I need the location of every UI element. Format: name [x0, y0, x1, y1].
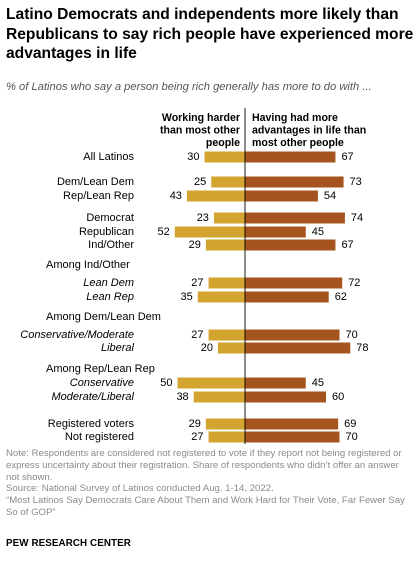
bar-left-5 — [205, 239, 245, 251]
value-left-7: 35 — [181, 291, 193, 303]
value-left-4: 52 — [158, 226, 170, 238]
value-left-3: 23 — [197, 212, 209, 224]
row-label-8: Conservative/Moderate — [20, 329, 134, 341]
bar-left-7 — [197, 291, 245, 303]
row-label-12: Registered voters — [48, 418, 135, 430]
row-label-11: Moderate/Liberal — [51, 391, 134, 403]
value-right-10: 45 — [312, 377, 324, 389]
row-label-7: Lean Rep — [86, 291, 134, 303]
value-right-11: 60 — [332, 391, 344, 403]
bar-left-11 — [193, 391, 245, 403]
bar-left-6 — [208, 277, 245, 289]
bar-left-9 — [218, 342, 245, 354]
value-left-11: 38 — [176, 391, 188, 403]
row-label-10: Conservative — [70, 377, 134, 389]
bar-right-1 — [245, 176, 344, 188]
bar-left-8 — [208, 329, 245, 341]
chart-title: Latino Democrats and independents more l… — [6, 6, 414, 62]
bar-left-0 — [204, 151, 245, 163]
legend-left-line-1: than most other — [160, 124, 240, 136]
bar-right-4 — [245, 226, 306, 238]
bar-right-3 — [245, 212, 345, 224]
row-label-13: Not registered — [65, 431, 134, 443]
group-header-2: Among Rep/Lean Rep — [46, 363, 155, 375]
group-header-1: Among Dem/Lean Dem — [46, 311, 161, 323]
legend-right-line-2: most other people — [252, 137, 344, 149]
value-right-9: 78 — [356, 342, 368, 354]
value-right-5: 67 — [341, 239, 353, 251]
value-left-8: 27 — [191, 329, 203, 341]
row-label-3: Democrat — [86, 212, 134, 224]
value-right-7: 62 — [335, 291, 347, 303]
bar-left-3 — [213, 212, 245, 224]
value-right-12: 69 — [344, 418, 356, 430]
legend-right-line-0: Having had more — [252, 112, 338, 124]
bar-right-2 — [245, 190, 318, 202]
legend-right-line-1: advantages in life than — [252, 124, 366, 136]
value-right-2: 54 — [324, 190, 336, 202]
value-left-9: 20 — [201, 342, 213, 354]
row-label-1: Dem/Lean Dem — [57, 176, 134, 188]
chart-subtitle: % of Latinos who say a person being rich… — [6, 81, 372, 93]
value-right-8: 70 — [346, 329, 358, 341]
value-right-1: 73 — [350, 176, 362, 188]
value-left-13: 27 — [191, 431, 203, 443]
bar-right-5 — [245, 239, 336, 251]
bar-right-7 — [245, 291, 329, 303]
value-left-2: 43 — [170, 190, 182, 202]
bar-left-2 — [186, 190, 245, 202]
legend-left-line-0: Working harder — [162, 112, 240, 124]
value-left-1: 25 — [194, 176, 206, 188]
row-label-6: Lean Dem — [83, 277, 134, 289]
org-name: PEW RESEARCH CENTER — [6, 538, 131, 549]
value-right-4: 45 — [312, 226, 324, 238]
bar-right-13 — [245, 431, 340, 443]
value-left-5: 29 — [189, 239, 201, 251]
bar-right-6 — [245, 277, 343, 289]
report-title: “Most Latinos Say Democrats Care About T… — [6, 495, 405, 518]
bar-left-13 — [208, 431, 245, 443]
bar-right-12 — [245, 418, 339, 430]
group-header-0: Among Ind/Other — [46, 259, 130, 271]
bar-right-8 — [245, 329, 340, 341]
bar-left-10 — [177, 377, 245, 389]
value-right-3: 74 — [351, 212, 363, 224]
bar-right-0 — [245, 151, 336, 163]
value-left-12: 29 — [189, 418, 201, 430]
value-left-6: 27 — [191, 277, 203, 289]
row-label-5: Ind/Other — [88, 239, 134, 251]
value-left-0: 30 — [187, 151, 199, 163]
source-text: Source: National Survey of Latinos condu… — [6, 483, 274, 495]
row-label-0: All Latinos — [83, 151, 134, 163]
bar-right-11 — [245, 391, 326, 403]
value-right-0: 67 — [341, 151, 353, 163]
row-label-9: Liberal — [101, 342, 135, 354]
bar-left-1 — [211, 176, 245, 188]
legend-left-line-2: people — [206, 137, 240, 149]
value-left-10: 50 — [160, 377, 172, 389]
notes-block: Note: Respondents are considered not reg… — [6, 448, 414, 519]
bar-left-12 — [205, 418, 245, 430]
note-text: Note: Respondents are considered not reg… — [6, 448, 402, 483]
row-label-2: Rep/Lean Rep — [63, 190, 134, 202]
bar-right-9 — [245, 342, 351, 354]
value-right-6: 72 — [348, 277, 360, 289]
bar-left-4 — [174, 226, 245, 238]
bar-right-10 — [245, 377, 306, 389]
row-label-4: Republican — [79, 226, 134, 238]
value-right-13: 70 — [346, 431, 358, 443]
